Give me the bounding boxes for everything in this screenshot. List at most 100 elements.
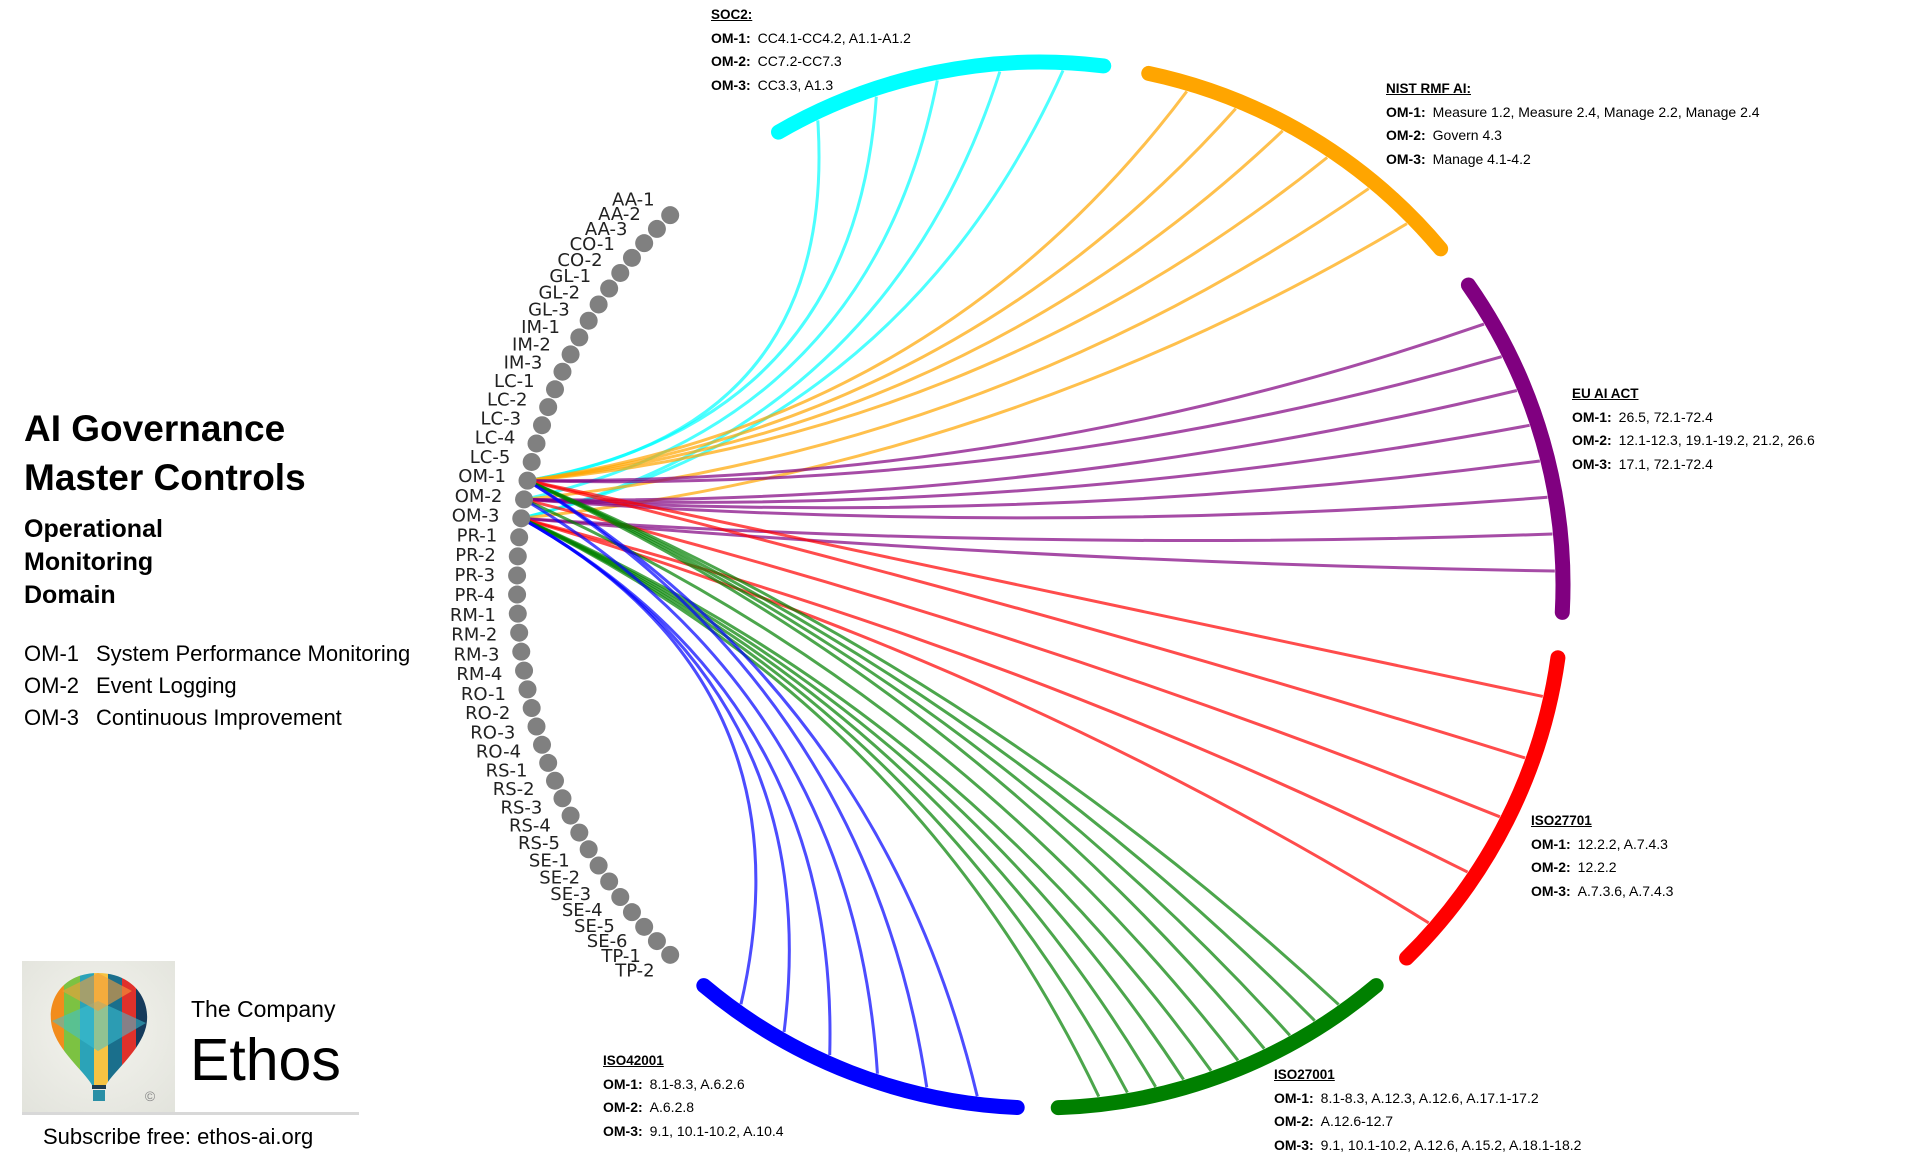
framework-arc-soc2 xyxy=(771,54,1112,140)
chord-euai-om2 xyxy=(524,389,1518,502)
control-node-om-3[interactable] xyxy=(512,509,531,528)
control-node-se-2[interactable] xyxy=(589,856,608,875)
control-node-rs-3[interactable] xyxy=(553,789,572,808)
control-node-lc-4[interactable] xyxy=(527,434,546,453)
control-node-pr-1[interactable] xyxy=(510,528,529,547)
mapping-om: OM-2: xyxy=(1386,127,1426,143)
chord-nist-om1 xyxy=(527,129,1284,483)
control-node-label: LC-4 xyxy=(475,428,516,449)
subscribe-link[interactable]: Subscribe free: ethos-ai.org xyxy=(43,1124,314,1149)
control-node-rs-1[interactable] xyxy=(539,753,558,772)
control-node-pr-4[interactable] xyxy=(508,585,527,604)
control-node-label: RM-3 xyxy=(453,644,499,665)
control-node-gl-1[interactable] xyxy=(600,279,619,298)
chord-nist-om1 xyxy=(527,90,1188,483)
chord-iso27001-om1 xyxy=(526,479,1291,1037)
control-node-lc-5[interactable] xyxy=(522,452,541,471)
control-node-se-6[interactable] xyxy=(635,917,654,936)
mapping-om: OM-3: xyxy=(1572,455,1612,472)
mapping-refs: Manage 4.1-4.2 xyxy=(1432,150,1531,167)
domain-line1: Operational xyxy=(24,515,163,543)
control-node-tp-2[interactable] xyxy=(661,945,680,964)
page-title-line2: Master Controls xyxy=(24,457,306,498)
chord-iso27701-om1 xyxy=(527,479,1544,698)
control-node-im-3[interactable] xyxy=(553,362,572,381)
control-node-rm-3[interactable] xyxy=(512,642,531,661)
control-list-item: OM-1 System Performance Monitoring xyxy=(24,638,410,670)
control-node-co-1[interactable] xyxy=(622,248,641,267)
control-node-co-2[interactable] xyxy=(611,263,630,282)
control-node-pr-2[interactable] xyxy=(508,547,527,566)
chord-iso27701-om3 xyxy=(520,516,1430,925)
control-id: OM-2 xyxy=(24,673,79,698)
chord-euai-om2 xyxy=(523,495,1548,520)
mapping-refs: A.6.2.8 xyxy=(649,1099,695,1115)
control-node-ro-1[interactable] xyxy=(518,680,537,699)
control-node-label: SE-5 xyxy=(574,916,615,937)
control-node-label: SE-1 xyxy=(529,850,570,871)
control-node-label: PR-2 xyxy=(455,545,496,566)
control-node-se-3[interactable] xyxy=(600,872,619,891)
control-id: OM-1 xyxy=(24,641,79,666)
chord-soc2-om3 xyxy=(520,71,1002,520)
control-node-om-1[interactable] xyxy=(518,471,537,490)
mapping-refs: Govern 4.3 xyxy=(1432,127,1502,143)
control-node-gl-3[interactable] xyxy=(579,311,598,330)
control-node-label: PR-1 xyxy=(457,525,498,546)
copyright-mark: © xyxy=(145,1088,156,1104)
chord-iso27701-om3 xyxy=(520,516,1469,874)
framework-arc-iso27701 xyxy=(1399,650,1566,966)
control-node-se-1[interactable] xyxy=(579,840,598,859)
control-node-ro-4[interactable] xyxy=(533,735,552,754)
control-node-tp-1[interactable] xyxy=(647,932,666,951)
control-node-ro-3[interactable] xyxy=(527,717,546,736)
control-node-ro-2[interactable] xyxy=(522,699,541,718)
control-node-gl-2[interactable] xyxy=(589,295,608,314)
control-node-aa-1[interactable] xyxy=(661,206,680,225)
control-node-label: PR-4 xyxy=(454,585,495,606)
control-node-rm-2[interactable] xyxy=(510,623,529,642)
control-list-item: OM-3 Continuous Improvement xyxy=(24,702,410,734)
control-id: OM-3 xyxy=(24,705,79,730)
chord-iso42001-om1 xyxy=(526,479,929,1088)
control-node-lc-1[interactable] xyxy=(546,380,565,399)
chord-iso27001-om2 xyxy=(523,498,1240,1062)
mapping-om: OM-2: xyxy=(711,53,751,69)
chord-nist-om1 xyxy=(527,107,1237,483)
control-node-rm-4[interactable] xyxy=(515,661,534,680)
control-node-se-5[interactable] xyxy=(622,903,641,922)
control-node-label: SE-4 xyxy=(562,900,603,921)
control-node-rs-2[interactable] xyxy=(546,771,565,790)
control-node-label: GL-2 xyxy=(538,283,580,304)
control-node-se-4[interactable] xyxy=(611,888,630,907)
divider xyxy=(22,1112,359,1115)
control-node-aa-3[interactable] xyxy=(635,234,654,253)
control-list: OM-1 System Performance Monitoring OM-2 Ev… xyxy=(24,638,410,734)
framework-label-soc2: SOC2: OM-1: CC4.1-CC4.2, A1.1-A1.2 OM-2: C… xyxy=(711,3,911,97)
control-node-rs-4[interactable] xyxy=(561,806,580,825)
control-node-label: PR-3 xyxy=(454,565,495,586)
control-node-label: TP-2 xyxy=(614,960,654,981)
control-node-label: GL-3 xyxy=(528,300,570,321)
control-node-label: RO-3 xyxy=(470,722,515,743)
control-node-im-2[interactable] xyxy=(561,345,580,364)
control-node-om-2[interactable] xyxy=(515,490,534,509)
control-node-label: AA-3 xyxy=(585,219,628,240)
control-node-rm-1[interactable] xyxy=(508,604,527,623)
mapping-om: OM-1: xyxy=(1572,408,1612,425)
mapping-om: OM-2: xyxy=(603,1099,643,1115)
framework-title: ISO27701 xyxy=(1531,813,1592,828)
framework-title: NIST RMF AI: xyxy=(1386,81,1471,96)
control-node-rs-5[interactable] xyxy=(570,823,589,842)
control-node-lc-2[interactable] xyxy=(539,398,558,417)
framework-label-nist: NIST RMF AI: OM-1: Measure 1.2, Measure 2… xyxy=(1386,77,1760,171)
mapping-refs: 17.1, 72.1-72.4 xyxy=(1618,455,1713,472)
control-node-im-1[interactable] xyxy=(570,328,589,347)
control-node-aa-2[interactable] xyxy=(647,219,666,238)
control-node-lc-3[interactable] xyxy=(533,416,552,435)
control-node-label: RO-1 xyxy=(461,684,506,705)
control-node-pr-3[interactable] xyxy=(508,566,527,585)
mapping-om: OM-1: xyxy=(711,29,751,46)
mapping-om: OM-3: xyxy=(603,1122,643,1139)
control-node-label: RM-1 xyxy=(450,605,496,626)
